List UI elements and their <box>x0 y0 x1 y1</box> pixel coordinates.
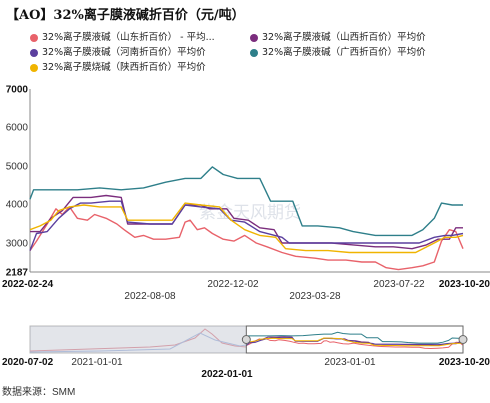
legend-label: 32%离子膜液碱（河南折百价）平均价 <box>42 47 206 58</box>
watermark-text: 紫金天风期货 <box>199 203 301 223</box>
series-line-4 <box>29 166 463 237</box>
navigator-right-handle[interactable] <box>458 335 468 344</box>
x-tick-label: 2022-12-02 <box>207 279 259 290</box>
y-tick-label: 7000 <box>6 85 29 96</box>
range-navigator[interactable]: 2020-07-02 2021-01-01 2022-01-01 2023-01-01… <box>2 325 490 380</box>
y-tick-label: 6000 <box>6 123 29 134</box>
source-note: 数据来源：SMM <box>2 387 76 398</box>
legend-label: 32%离子膜烧碱（陕西折百价）平均价 <box>42 62 206 73</box>
chart-title: 【AO】32%离子膜液碱折百价（元/吨） <box>6 8 245 23</box>
legend-item[interactable]: 32%离子膜液碱（山西折百价）平均价 <box>250 30 426 45</box>
x-tick-label: 2022-02-24 <box>2 279 54 290</box>
legend-item[interactable]: 32%离子膜液碱（河南折百价）平均价 <box>30 45 206 60</box>
navigator-tick-label: 2020-07-02 <box>2 357 54 368</box>
legend-swatch <box>30 48 38 57</box>
navigator-series-1 <box>246 338 464 350</box>
series-line-5 <box>29 202 464 254</box>
y-tick-label: 3000 <box>6 239 29 250</box>
legend-item[interactable]: 32%离子膜液碱（山东折百价） - 平均... <box>30 30 215 45</box>
y-tick-label: 5000 <box>6 162 29 173</box>
watermark: 紫金天风期货 <box>199 203 301 223</box>
series-layer <box>29 166 464 271</box>
x-tick-label: 2022-08-08 <box>124 291 176 302</box>
y-tick-label: 2187 <box>6 268 29 279</box>
navigator-left-handle[interactable] <box>241 335 251 344</box>
x-tick-label: 2023-10-20 <box>439 279 490 290</box>
series-line-1 <box>29 206 464 271</box>
legend-item[interactable]: 32%离子膜液碱（广西折百价）平均价 <box>250 45 426 60</box>
legend-swatch <box>30 63 38 72</box>
legend-label: 32%离子膜液碱（山西折百价）平均价 <box>262 32 426 43</box>
legend-label: 32%离子膜液碱（山东折百价） - 平均... <box>42 32 215 43</box>
x-tick-label: 2023-07-22 <box>373 279 425 290</box>
navigator-series-4 <box>245 331 463 344</box>
y-tick-label: 4000 <box>6 200 29 211</box>
y-axis: 7000 6000 5000 4000 3000 2187 <box>6 85 29 279</box>
navigator-tick-label: 2021-01-01 <box>71 357 123 368</box>
navigator-tick-label: 2023-10-20 <box>439 357 490 368</box>
legend-label: 32%离子膜液碱（广西折百价）平均价 <box>262 47 426 58</box>
navigator-history-trace <box>29 332 247 353</box>
navigator-tick-label: 2023-01-01 <box>324 357 376 368</box>
legend-swatch <box>250 48 258 57</box>
legend-swatch <box>250 33 258 42</box>
navigator-series-5 <box>246 337 464 347</box>
navigator-unselected-area <box>30 326 247 353</box>
plot-frame <box>29 89 490 273</box>
series-line-2 <box>30 194 463 250</box>
x-axis: 2022-02-24 2022-08-08 2022-12-02 2023-03-28… <box>2 279 490 302</box>
x-tick-label: 2023-03-28 <box>289 291 341 302</box>
legend-item[interactable]: 32%离子膜烧碱（陕西折百价）平均价 <box>30 60 206 75</box>
legend-swatch <box>30 33 38 42</box>
navigator-tick-label: 2022-01-01 <box>201 369 253 380</box>
